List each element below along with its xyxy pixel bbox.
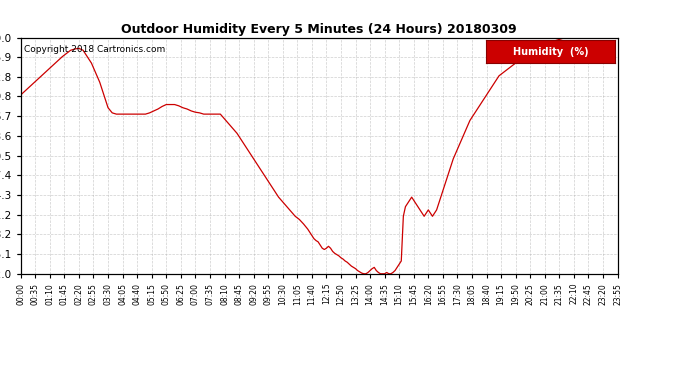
- Text: Copyright 2018 Cartronics.com: Copyright 2018 Cartronics.com: [23, 45, 165, 54]
- Title: Outdoor Humidity Every 5 Minutes (24 Hours) 20180309: Outdoor Humidity Every 5 Minutes (24 Hou…: [121, 23, 517, 36]
